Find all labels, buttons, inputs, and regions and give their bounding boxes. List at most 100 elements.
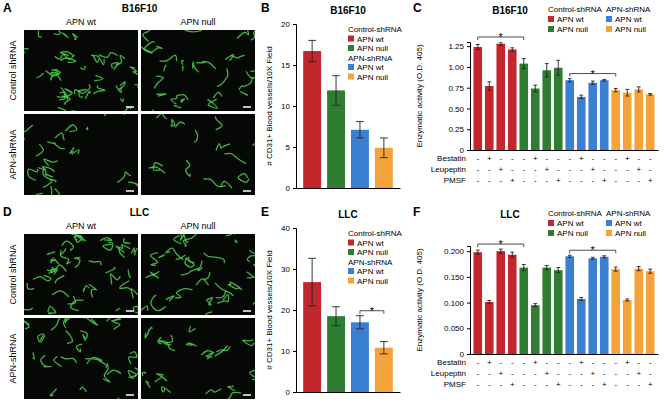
treatment-sign: - [626,380,629,389]
vessel [51,269,58,275]
chart-title: LLC [500,209,519,220]
vessel [86,127,88,130]
vessel [206,389,221,394]
vessel [44,159,58,166]
treatment-sign: + [648,176,653,185]
legend-label: APN wt [557,219,584,228]
bar [646,94,655,150]
y-axis: 00.0500.1000.1500.200 [444,247,471,360]
y-tick-mark [467,150,470,151]
vessel [141,306,148,312]
error-bar [356,316,364,329]
vessel [206,353,213,359]
vessel [156,94,166,96]
y-tick: 5 [286,143,296,152]
error-bar [380,138,388,158]
treatment-sign: - [499,358,502,367]
vessel [174,106,181,108]
scale-bar [243,394,251,396]
treatment-sign: - [614,165,617,174]
y-tick: 1.25 [448,42,470,51]
micrograph [24,114,138,195]
y-tick: 15 [281,61,296,70]
treatment-sign: + [590,165,595,174]
vessel [176,95,188,100]
legend-group: APN-shRNA [606,5,651,14]
legend: Control-shRNAAPN wtAPN nullAPN-shRNAAPN … [348,25,402,82]
bar [600,80,609,150]
x-axis-line [297,392,401,393]
panel-label: A [3,1,12,15]
y-tick-label: 0.100 [444,299,465,308]
y-axis-title: # CD31+ Blood vessels/10X Field [265,250,274,369]
vessel [52,291,69,297]
micrograph [141,234,255,315]
vessel [135,312,138,315]
bar [554,270,563,354]
vessel [89,261,102,266]
bar [611,269,620,354]
vessel [61,250,71,264]
micrograph [141,318,255,399]
y-tick-mark [293,269,296,270]
y-tick-label: 5 [286,143,291,152]
plot-area [303,40,393,188]
legend-label: APN null [615,229,646,238]
vessel [213,92,222,98]
row-label: APN-shRNA [8,333,18,383]
chart: FLLCEnzymatic activity (O.D. 405)00.0500… [413,205,659,389]
treatment-sign: - [534,165,537,174]
vessel [135,85,138,88]
vessel [155,374,167,382]
vessel [120,281,132,290]
scale-bar [243,310,251,312]
y-tick-mark [467,67,470,68]
y-tick-mark [293,147,296,148]
y-tick: 30 [281,265,296,274]
y-tick-mark [293,106,296,107]
bar [634,89,643,150]
y-tick: 0.050 [444,324,470,333]
bar [611,90,620,150]
column-label: APN null [180,17,215,27]
treatment-sign: + [556,380,561,389]
legend-swatch [606,16,612,22]
vessel [216,291,226,298]
vessel [62,33,69,38]
error-bar [487,82,491,90]
scale-bar [243,190,251,192]
vessel [160,55,177,61]
vessel [81,318,88,319]
vessel [38,30,41,37]
treatment-sign: - [534,176,537,185]
column-label: APN wt [66,221,97,231]
vessel [116,86,121,93]
y-tick-label: 20 [281,20,290,29]
vessels [149,114,255,188]
bar [496,251,505,354]
y-axis-line [293,25,297,189]
legend-label: APN wt [357,63,384,72]
significance-label: * [499,238,504,250]
treatment-sign: - [545,176,548,185]
treatment-sign: - [580,176,583,185]
treatment-sign: - [568,165,571,174]
treatment-name: Leupeptin [431,369,466,378]
treatment-sign: - [580,369,583,378]
vessel [171,99,177,105]
treatment-sign: - [557,369,560,378]
treatment-sign: - [649,358,652,367]
bar [565,80,574,150]
y-tick-label: 1.00 [448,63,464,72]
treatment-sign: - [522,380,525,389]
vessel [100,238,112,241]
treatment-sign: - [499,176,502,185]
chart: BB16F10# CD31+ Blood vessels/10X Field05… [261,1,402,193]
y-tick: 40 [281,224,296,233]
y-axis: 010203040 [281,224,296,397]
vessel [24,49,29,53]
treatment-sign: - [568,369,571,378]
legend-group: Control-shRNA [348,25,402,34]
error-bar [332,76,340,106]
treatment-sign: + [544,369,549,378]
